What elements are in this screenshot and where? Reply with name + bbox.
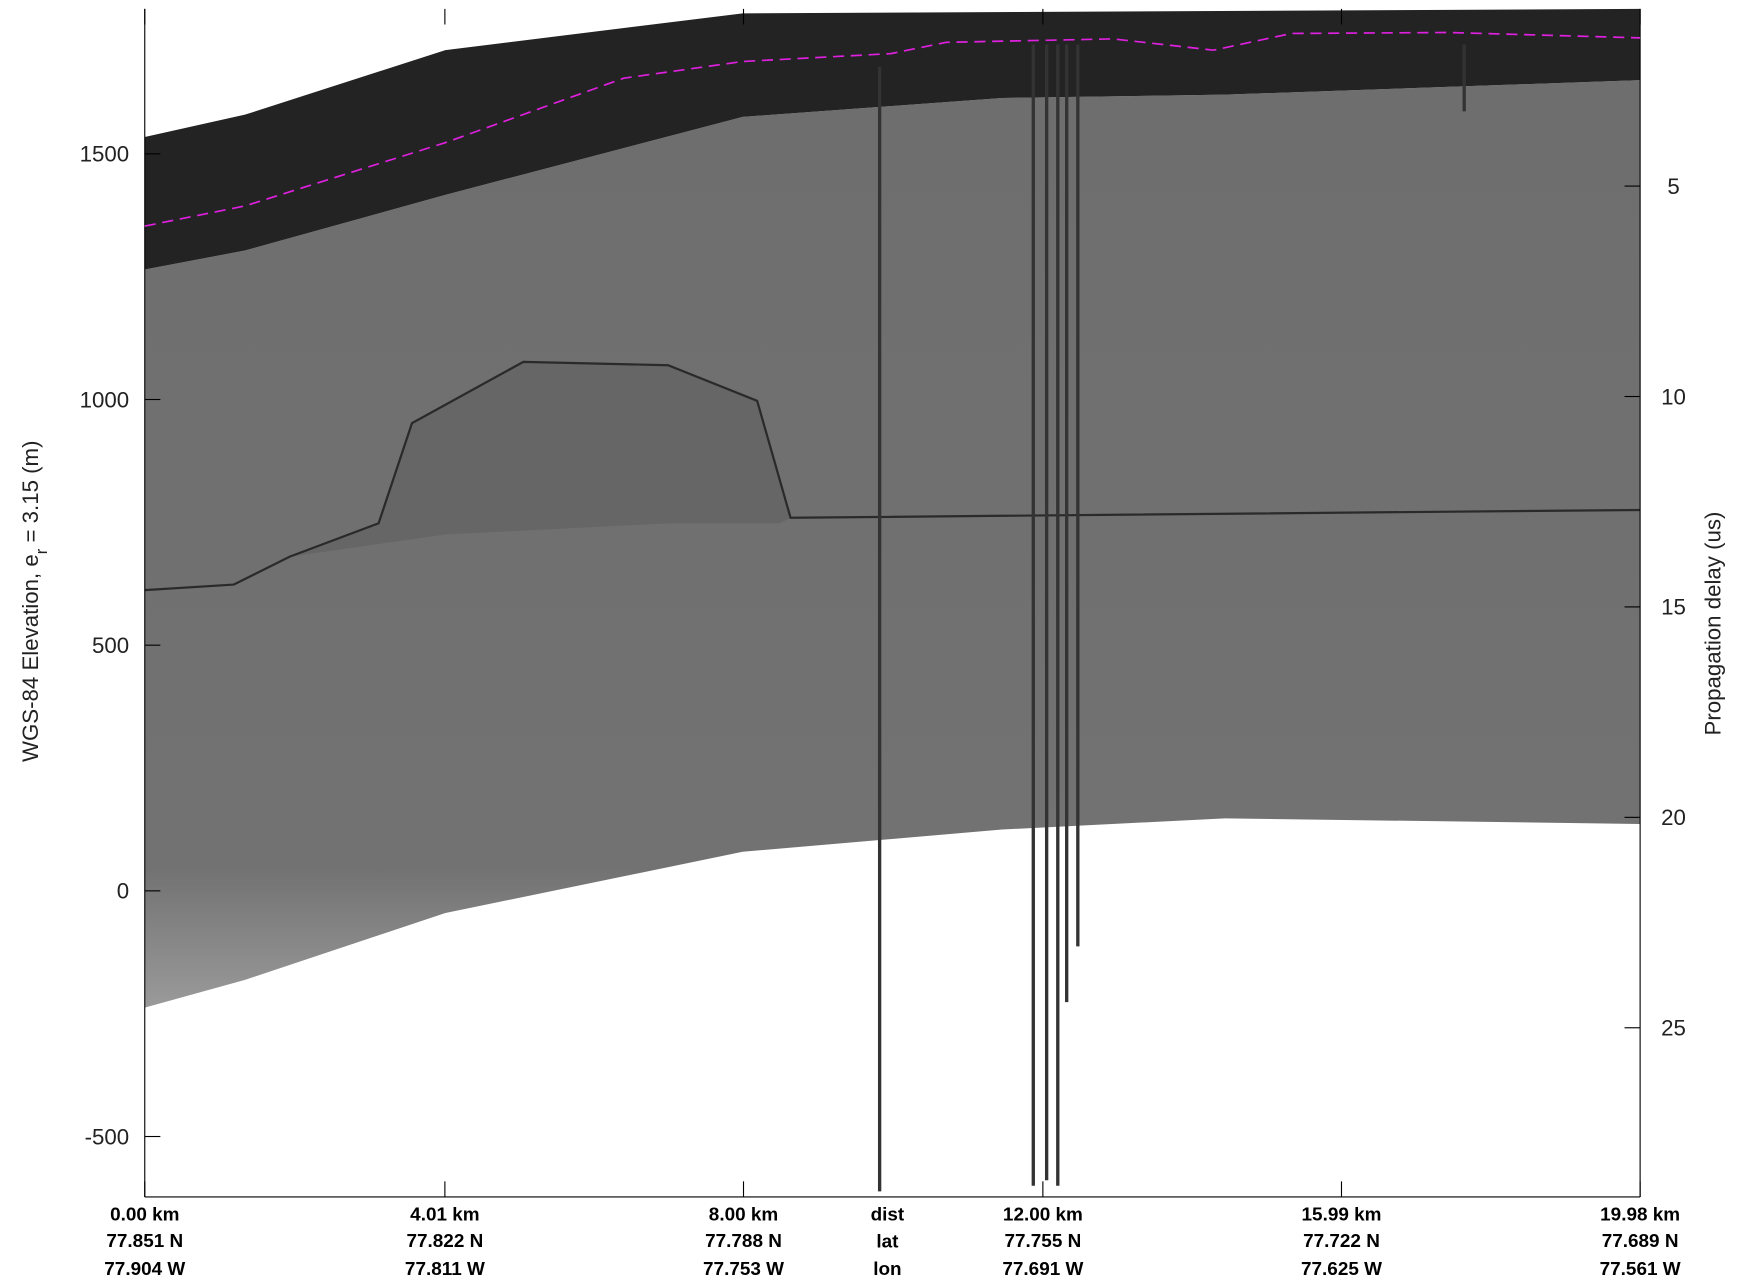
y2-tick-label: 25	[1661, 1016, 1686, 1041]
ice-mass	[144, 80, 1641, 1008]
y-tick-label: 1500	[80, 142, 130, 167]
y-tick-label: 500	[92, 633, 129, 658]
echogram	[144, 8, 1641, 1192]
row-label: lon	[873, 1259, 901, 1276]
y-axis-label: WGS-84 Elevation, er = 3.15 (m)	[18, 440, 51, 762]
y-tick-label: 0	[117, 879, 129, 904]
y-label-sub: r	[32, 548, 51, 554]
y2-tick-label: 20	[1661, 805, 1686, 830]
surface-line	[144, 31, 1641, 227]
y-tick-label: 1000	[80, 387, 130, 412]
y2-tick-label: 15	[1661, 595, 1686, 620]
bed-reflector	[144, 360, 1641, 592]
lat-label: 77.722 N	[1303, 1231, 1380, 1252]
lon-label: 77.625 W	[1301, 1259, 1382, 1276]
lon-label: 77.561 W	[1600, 1259, 1681, 1276]
lat-label: 77.788 N	[705, 1231, 782, 1252]
lon-label: 77.904 W	[104, 1259, 185, 1276]
y2-tick-label: 5	[1667, 174, 1679, 199]
clutter-spikes	[877, 44, 1466, 1192]
air-band	[144, 8, 1641, 270]
y-label-main: WGS-84 Elevation, e	[18, 554, 43, 762]
lon-label: 77.811 W	[405, 1259, 485, 1276]
row-label: lat	[876, 1232, 899, 1253]
y-tick-label: -500	[85, 1124, 130, 1149]
hill	[289, 361, 791, 557]
x-tick-label: 15.99 km	[1302, 1204, 1382, 1225]
y-label-rest: = 3.15 (m)	[18, 440, 43, 548]
x-tick-label: 4.01 km	[410, 1204, 479, 1225]
lat-label: 77.851 N	[106, 1231, 183, 1252]
row-label: dist	[871, 1204, 905, 1225]
lat-label: 77.822 N	[407, 1231, 484, 1252]
x-tick-label: 19.98 km	[1600, 1204, 1680, 1225]
lon-label: 77.691 W	[1002, 1259, 1083, 1276]
y2-axis-label: Propagation delay (us)	[1700, 512, 1725, 736]
x-tick-label: 8.00 km	[709, 1204, 778, 1225]
x-tick-label: 12.00 km	[1003, 1204, 1083, 1225]
lat-label: 77.689 N	[1602, 1231, 1679, 1252]
lon-label: 77.753 W	[703, 1259, 784, 1276]
x-tick-label: 0.00 km	[110, 1204, 179, 1225]
y2-tick-label: 10	[1661, 384, 1686, 409]
lat-label: 77.755 N	[1005, 1231, 1082, 1252]
